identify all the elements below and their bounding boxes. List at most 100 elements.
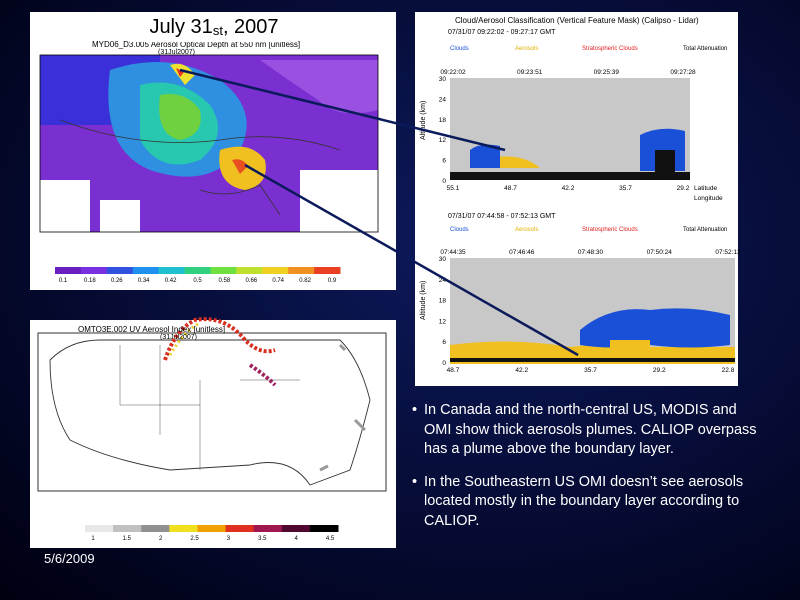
colorbar-cell bbox=[85, 525, 114, 532]
slide-date: 5/6/2009 bbox=[44, 551, 95, 566]
y-axis-label: Altitude (km) bbox=[420, 281, 427, 320]
latitude-label: 48.7 bbox=[504, 185, 517, 192]
colorbar-label: 2.5 bbox=[190, 536, 199, 542]
colorbar-label: 1.5 bbox=[123, 536, 132, 542]
omi-panel: OMTO3E.002 UV Aerosol Index [unitless] (… bbox=[30, 317, 396, 548]
time-label: 07:50:24 bbox=[647, 249, 673, 256]
colorbar-label: 4 bbox=[294, 536, 298, 542]
colorbar-cell bbox=[314, 267, 341, 274]
legend-entry: Aerosols bbox=[515, 227, 538, 233]
colorbar-cell bbox=[253, 525, 283, 532]
modis-date: (31Jul2007) bbox=[158, 49, 195, 56]
colorbar-label: 0.5 bbox=[193, 278, 202, 284]
colorbar-label: 0.18 bbox=[84, 278, 96, 284]
time-label: 07:52:13 bbox=[715, 249, 741, 256]
calipso-panel: Cloud/Aerosol Classification (Vertical F… bbox=[415, 12, 741, 386]
colorbar-label: 0.82 bbox=[299, 278, 311, 284]
time-label: 07:44:35 bbox=[440, 249, 466, 256]
colorbar-cell bbox=[281, 525, 311, 532]
title-suffix: st bbox=[212, 23, 223, 38]
time-label: 09:25:39 bbox=[594, 69, 620, 76]
connector bbox=[179, 68, 506, 152]
latitude-label: 29.2 bbox=[677, 185, 690, 192]
colorbar-label: 0.74 bbox=[272, 278, 284, 284]
omi-date: (31Jul2007) bbox=[160, 334, 197, 341]
colorbar-cell bbox=[113, 525, 142, 532]
colorbar-cell bbox=[225, 525, 255, 532]
calipso-bottom-axes: 07:44:35 07:46:46 07:48:30 07:50:24 07:52:13… bbox=[439, 249, 741, 374]
calipso-caption: Cloud/Aerosol Classification (Vertical F… bbox=[455, 16, 699, 25]
altitude-label: 0 bbox=[442, 178, 446, 185]
legend-entry: Stratospheric Clouds bbox=[582, 46, 638, 52]
legend-entry: Total Attenuation bbox=[683, 46, 727, 52]
altitude-label: 12 bbox=[439, 137, 447, 144]
colorbar-cell bbox=[197, 525, 227, 532]
altitude-label: 24 bbox=[439, 96, 447, 103]
y-axis-label: Altitude (km) bbox=[420, 101, 427, 140]
title-rest: , 2007 bbox=[222, 16, 279, 38]
colorbar-cell bbox=[309, 525, 339, 532]
time-label: 07:48:30 bbox=[578, 249, 604, 256]
colorbar-cell bbox=[236, 267, 263, 274]
modis-caption: MYD06_D3.005 Aerosol Optical Depth at 55… bbox=[92, 40, 300, 49]
altitude-label: 24 bbox=[439, 277, 447, 284]
calipso-top-time: 07/31/07 09:22:02 - 09:27:17 GMT bbox=[448, 29, 556, 36]
colorbar-label: 3 bbox=[227, 536, 231, 542]
calipso-legend: Clouds Aerosols Stratospheric Clouds Total … bbox=[450, 227, 727, 233]
legend-entry: Clouds bbox=[450, 227, 469, 233]
colorbar-cell bbox=[169, 525, 198, 532]
colorbar-label: 0.58 bbox=[219, 278, 231, 284]
slide-title: July 31st, 2007 bbox=[130, 12, 298, 42]
colorbar-label: 1 bbox=[91, 536, 95, 542]
colorbar-cell bbox=[106, 267, 134, 274]
omi-colorbar: 1 1.5 2 2.5 3 3.5 4 4.5 bbox=[85, 525, 339, 542]
colorbar-label: 0.42 bbox=[165, 278, 177, 284]
colorbar-cell bbox=[80, 267, 108, 274]
time-label: 09:27:28 bbox=[670, 69, 696, 76]
calipso-top-axes: 09:22:02 09:23:51 09:25:39 09:27:28 30 24 18 12… bbox=[439, 69, 723, 202]
calipso-bottom-time: 07/31/07 07:44:58 - 07:52:13 GMT bbox=[448, 213, 556, 220]
bullet: In Canada and the north-central US, MODI… bbox=[408, 401, 768, 460]
legend-entry: Clouds bbox=[450, 46, 469, 52]
colorbar-cell bbox=[288, 267, 315, 274]
modis-panel: MYD06_D3.005 Aerosol Optical Depth at 55… bbox=[30, 12, 396, 290]
altitude-label: 12 bbox=[439, 318, 447, 325]
colorbar-label: 0.9 bbox=[328, 278, 337, 284]
colorbar-cell bbox=[141, 525, 170, 532]
altitude-label: 18 bbox=[439, 298, 447, 305]
altitude-label: 30 bbox=[439, 76, 447, 83]
altitude-label: 18 bbox=[439, 117, 447, 124]
latitude-label: 42.2 bbox=[515, 367, 528, 374]
legend-entry: Aerosols bbox=[515, 46, 538, 52]
bullet-list: In Canada and the north-central US, MODI… bbox=[408, 401, 768, 544]
altitude-label: 0 bbox=[442, 360, 446, 367]
modis-colorbar: 0.1 0.18 0.26 0.34 0.42 0.5 0.58 0.66 0.74 0.82 0.… bbox=[55, 267, 341, 284]
latitude-label: 55.1 bbox=[447, 185, 460, 192]
time-label: 07:46:46 bbox=[509, 249, 535, 256]
colorbar-cell bbox=[184, 267, 211, 274]
bullet: In the Southeastern US OMI doesn’t see a… bbox=[408, 473, 768, 532]
row-label: Longitude bbox=[694, 195, 723, 202]
colorbar-label: 3.5 bbox=[258, 536, 267, 542]
row-label: Latitude bbox=[694, 185, 718, 192]
legend-entry: Total Attenuation bbox=[683, 227, 727, 233]
colorbar-cell bbox=[132, 267, 160, 274]
time-label: 09:22:02 bbox=[440, 69, 466, 76]
latitude-label: 35.7 bbox=[584, 367, 597, 374]
colorbar-cell bbox=[210, 267, 237, 274]
latitude-label: 42.2 bbox=[562, 185, 575, 192]
latitude-label: 35.7 bbox=[619, 185, 632, 192]
altitude-label: 6 bbox=[442, 158, 446, 165]
calipso-legend: Clouds Aerosols Stratospheric Clouds Total … bbox=[450, 46, 727, 52]
colorbar-label: 0.26 bbox=[111, 278, 123, 284]
time-label: 09:23:51 bbox=[517, 69, 543, 76]
colorbar-label: 0.66 bbox=[245, 278, 257, 284]
colorbar-label: 0.1 bbox=[59, 278, 68, 284]
omi-caption: OMTO3E.002 UV Aerosol Index [unitless] bbox=[78, 325, 225, 334]
colorbar-cell bbox=[158, 267, 186, 274]
altitude-label: 6 bbox=[442, 339, 446, 346]
colorbar-label: 2 bbox=[159, 536, 163, 542]
latitude-label: 22.8 bbox=[722, 367, 735, 374]
